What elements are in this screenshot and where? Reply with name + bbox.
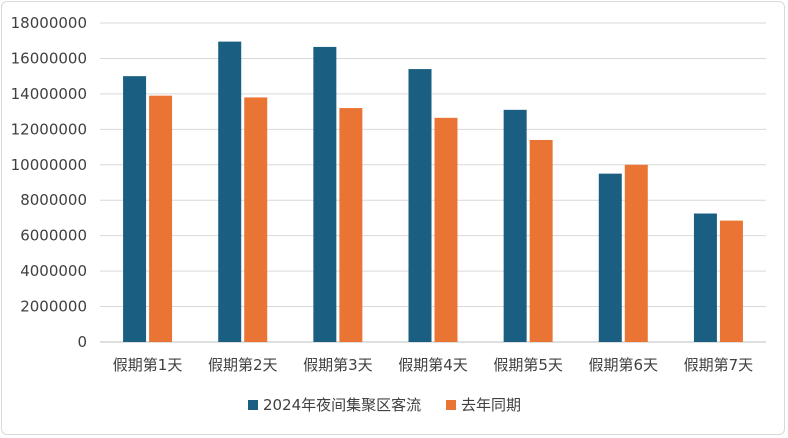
y-tick-label: 8000000 bbox=[20, 191, 87, 209]
y-tick-label: 6000000 bbox=[20, 227, 87, 245]
bar-series-2 bbox=[434, 117, 458, 342]
y-tick-label: 18000000 bbox=[11, 14, 87, 32]
gridlines bbox=[100, 22, 766, 343]
legend-label-series-2: 去年同期 bbox=[461, 396, 521, 414]
bar-series-1 bbox=[313, 46, 337, 343]
bar-series-1 bbox=[408, 69, 432, 343]
x-category-label: 假期第3天 bbox=[303, 356, 373, 374]
bar-series-2 bbox=[624, 164, 648, 342]
x-category-label: 假期第6天 bbox=[589, 356, 659, 374]
bar-series-1 bbox=[503, 109, 527, 342]
x-category-label: 假期第5天 bbox=[493, 356, 563, 374]
bar-series-1 bbox=[218, 41, 242, 342]
y-tick-label: 10000000 bbox=[11, 156, 87, 174]
bars bbox=[123, 41, 743, 343]
y-tick-label: 14000000 bbox=[11, 85, 87, 103]
bar-series-2 bbox=[339, 108, 363, 342]
bar-series-2 bbox=[244, 97, 268, 342]
bar-series-2 bbox=[149, 95, 173, 343]
bar-series-1 bbox=[598, 173, 622, 342]
x-axis: 假期第1天 假期第2天 假期第3天 假期第4天 假期第5天 假期第6天 假期第7天 bbox=[113, 356, 753, 374]
bar-series-1 bbox=[693, 213, 717, 342]
x-category-label: 假期第4天 bbox=[398, 356, 468, 374]
y-tick-label: 2000000 bbox=[20, 298, 87, 316]
y-tick-label: 4000000 bbox=[20, 262, 87, 280]
legend: 2024年夜间集聚区客流 去年同期 bbox=[248, 396, 521, 414]
y-tick-label: 12000000 bbox=[11, 120, 87, 138]
bar-series-1 bbox=[123, 76, 147, 343]
legend-swatch-series-1 bbox=[248, 400, 258, 410]
y-tick-label: 16000000 bbox=[11, 49, 87, 67]
y-axis: 0 2000000 4000000 6000000 8000000 10000000 120… bbox=[11, 14, 87, 351]
bar-series-2 bbox=[529, 139, 553, 342]
y-tick-label: 0 bbox=[77, 333, 87, 351]
x-category-label: 假期第7天 bbox=[684, 356, 754, 374]
x-category-label: 假期第1天 bbox=[113, 356, 183, 374]
legend-label-series-1: 2024年夜间集聚区客流 bbox=[263, 396, 421, 414]
legend-swatch-series-2 bbox=[446, 400, 456, 410]
bar-series-2 bbox=[719, 220, 743, 342]
x-category-label: 假期第2天 bbox=[208, 356, 278, 374]
